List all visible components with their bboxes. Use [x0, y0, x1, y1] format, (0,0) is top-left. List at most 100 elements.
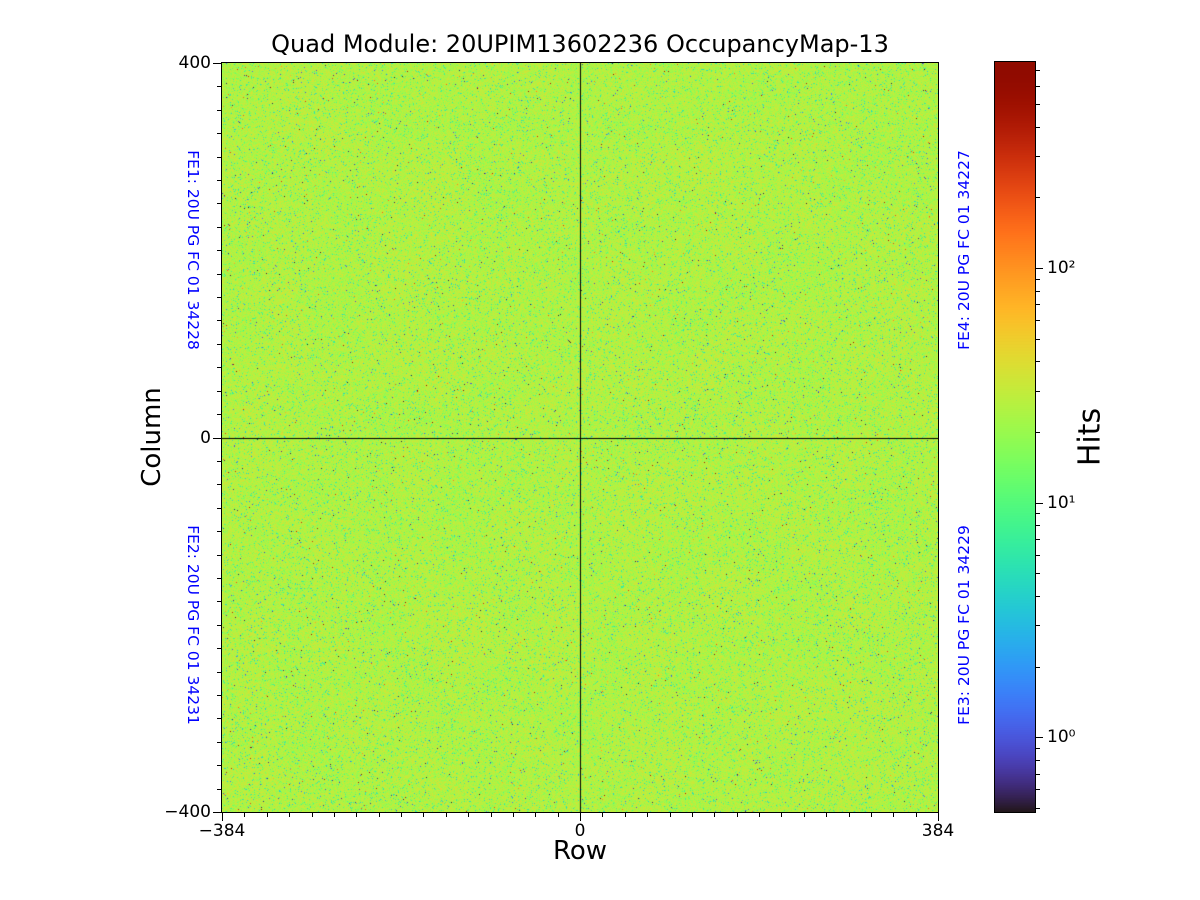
colorbar-minor-tick	[1036, 555, 1040, 556]
colorbar-tick-label: 10⁰	[1047, 727, 1076, 747]
colorbar-minor-tick	[1036, 70, 1040, 71]
y-minor-tick	[217, 367, 221, 368]
y-minor-tick	[217, 765, 221, 766]
x-minor-tick	[759, 813, 760, 817]
colorbar-minor-tick	[1036, 789, 1040, 790]
x-major-tick	[580, 813, 581, 821]
y-tick-label: −400	[164, 802, 211, 822]
x-minor-tick	[401, 813, 402, 817]
y-minor-tick	[217, 297, 221, 298]
colorbar-minor-tick	[1036, 291, 1040, 292]
colorbar-minor-tick	[1036, 513, 1040, 514]
fe4-serial-label: FE4: 20U PG FC 01 34227	[955, 150, 973, 350]
x-minor-tick	[491, 813, 492, 817]
colorbar-minor-tick	[1036, 361, 1040, 362]
x-tick-label: −384	[198, 821, 246, 841]
y-minor-tick	[217, 508, 221, 509]
colorbar-minor-tick	[1036, 320, 1040, 321]
colorbar-tick-label: 10¹	[1047, 493, 1076, 513]
x-minor-tick	[647, 813, 648, 817]
colorbar-minor-tick	[1036, 573, 1040, 574]
x-minor-tick	[446, 813, 447, 817]
x-minor-tick	[625, 813, 626, 817]
y-minor-tick	[217, 157, 221, 158]
x-minor-tick	[893, 813, 894, 817]
x-minor-tick	[737, 813, 738, 817]
x-minor-tick	[804, 813, 805, 817]
y-minor-tick	[217, 203, 221, 204]
heatmap-canvas	[222, 63, 938, 812]
y-minor-tick	[217, 601, 221, 602]
colorbar-minor-tick	[1036, 760, 1040, 761]
y-minor-tick	[217, 718, 221, 719]
colorbar-minor-tick	[1036, 525, 1040, 526]
colorbar-minor-tick	[1036, 197, 1040, 198]
x-minor-tick	[513, 813, 514, 817]
y-minor-tick	[217, 86, 221, 87]
plot-area	[221, 62, 939, 813]
colorbar-minor-tick	[1036, 339, 1040, 340]
y-minor-tick	[217, 461, 221, 462]
colorbar-minor-tick	[1036, 86, 1040, 87]
y-minor-tick	[217, 250, 221, 251]
y-minor-tick	[217, 110, 221, 111]
y-major-tick	[213, 812, 221, 813]
y-minor-tick	[217, 672, 221, 673]
y-minor-tick	[217, 555, 221, 556]
y-minor-tick	[217, 484, 221, 485]
x-minor-tick	[334, 813, 335, 817]
x-minor-tick	[379, 813, 380, 817]
x-axis-label: Row	[552, 836, 608, 866]
colorbar-major-tick	[1036, 503, 1043, 504]
colorbar-label: Hits	[1072, 407, 1108, 467]
y-minor-tick	[217, 531, 221, 532]
y-minor-tick	[217, 180, 221, 181]
colorbar-major-tick	[1036, 268, 1043, 269]
x-minor-tick	[468, 813, 469, 817]
y-minor-tick	[217, 227, 221, 228]
colorbar-minor-tick	[1036, 774, 1040, 775]
x-minor-tick	[692, 813, 693, 817]
y-tick-label: 400	[178, 53, 211, 73]
colorbar-minor-tick	[1036, 539, 1040, 540]
colorbar-major-tick	[1036, 737, 1043, 738]
fe3-serial-label: FE3: 20U PG FC 01 34229	[955, 525, 973, 725]
colorbar-minor-tick	[1036, 432, 1040, 433]
x-tick-label: 0	[574, 821, 586, 841]
colorbar-minor-tick	[1036, 391, 1040, 392]
x-minor-tick	[244, 813, 245, 817]
x-major-tick	[222, 813, 223, 821]
y-minor-tick	[217, 274, 221, 275]
x-minor-tick	[558, 813, 559, 817]
x-major-tick	[938, 813, 939, 821]
y-minor-tick	[217, 578, 221, 579]
x-minor-tick	[714, 813, 715, 817]
y-minor-tick	[217, 648, 221, 649]
y-minor-tick	[217, 320, 221, 321]
colorbar-minor-tick	[1036, 127, 1040, 128]
x-minor-tick	[826, 813, 827, 817]
fe1-serial-label: FE1: 20U PG FC 01 34228	[184, 150, 202, 350]
x-minor-tick	[602, 813, 603, 817]
y-major-tick	[213, 63, 221, 64]
colorbar-gradient-canvas	[995, 62, 1035, 812]
colorbar-minor-tick	[1036, 279, 1040, 280]
colorbar-minor-tick	[1036, 808, 1040, 809]
y-tick-label: 0	[200, 428, 211, 448]
x-minor-tick	[849, 813, 850, 817]
x-minor-tick	[916, 813, 917, 817]
x-minor-tick	[535, 813, 536, 817]
colorbar-minor-tick	[1036, 748, 1040, 749]
y-minor-tick	[217, 133, 221, 134]
colorbar-minor-tick	[1036, 625, 1040, 626]
y-axis-label: Column	[137, 387, 167, 487]
colorbar-minor-tick	[1036, 304, 1040, 305]
y-minor-tick	[217, 391, 221, 392]
x-minor-tick	[781, 813, 782, 817]
fe2-serial-label: FE2: 20U PG FC 01 34231	[184, 525, 202, 725]
y-minor-tick	[217, 344, 221, 345]
x-minor-tick	[423, 813, 424, 817]
chart-title: Quad Module: 20UPIM13602236 OccupancyMap…	[271, 30, 889, 58]
y-minor-tick	[217, 414, 221, 415]
